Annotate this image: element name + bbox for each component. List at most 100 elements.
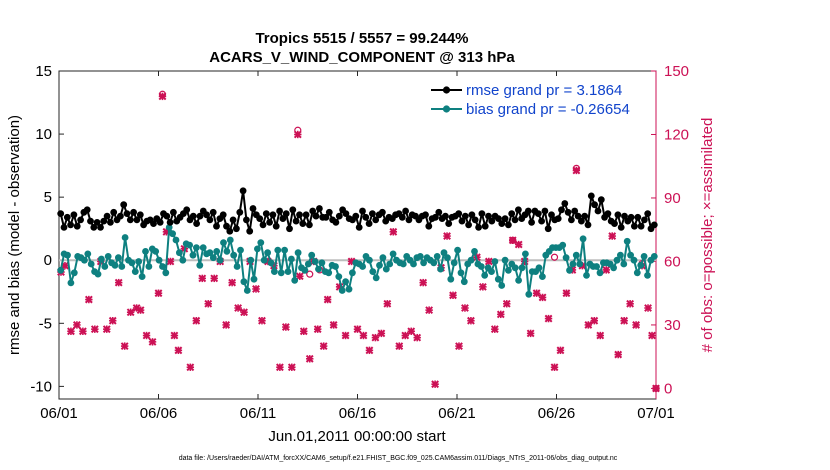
rmse-point [505,221,512,229]
rmse-point [117,212,124,220]
bias-point [115,254,122,262]
rmse-point [515,206,522,214]
bias-point [572,251,580,259]
rmse-point [266,219,273,226]
bias-point [644,272,651,279]
bias-point [430,259,438,267]
obs-assimilated-marker [305,354,314,363]
bias-point [216,256,224,264]
bias-point [294,249,302,257]
bias-point [104,253,112,260]
rmse-point [100,217,108,225]
bias-point [637,261,645,269]
bias-point [199,244,207,252]
axis-ticks [58,70,657,399]
rmse-point [209,208,217,216]
bias-point [172,236,180,244]
obs-assimilated-marker [608,232,617,240]
obs-assimilated-marker [644,304,652,312]
obs-assimilated-marker [365,346,374,355]
bias-point [440,249,448,257]
obs-assimilated-marker [449,291,457,300]
rmse-point [123,210,131,218]
rmse-point [306,221,313,229]
bias-point [416,253,424,260]
bias-point [515,277,522,284]
obs-assimilated-marker [467,316,475,325]
bias-point [84,250,92,258]
chart-subtitle: ACARS_V_WIND_COMPONENT @ 313 hPa [209,49,515,66]
obs-assimilated-marker [136,306,145,315]
right-y-tick-label: 120 [664,126,689,143]
obs-assimilated-marker [620,316,629,325]
legend-rmse-label: rmse grand pr = 3.1864 [466,82,622,99]
bias-point [447,275,455,283]
obs-assimilated-marker [148,337,157,346]
rmse-point [611,220,618,228]
rmse-point [292,217,300,225]
rmse-point [90,224,98,231]
x-tick-label: 06/01 [40,405,78,422]
obs-assimilated-marker [389,227,398,236]
bias-point [593,263,600,270]
bias-point [633,269,641,277]
obs-assimilated-marker [186,363,195,372]
rmse-point [302,211,310,219]
rmse-point [644,210,652,218]
rmse-point [279,215,287,223]
obs-assimilated-marker [443,232,451,240]
rmse-point [398,213,406,221]
right-y-tick-label: 0 [664,380,672,397]
rmse-point [511,216,519,224]
bias-point [142,248,149,255]
right-y-axis-label: # of obs: o=possible; ×=assimilated [699,118,716,353]
bias-point [311,258,319,265]
bias-point [57,266,65,274]
obs-assimilated-marker [431,380,440,389]
rmse-point [578,217,585,225]
bias-series [57,224,658,298]
bias-point [304,260,312,268]
bias-point [250,275,258,283]
right-y-tick-label: 60 [664,253,681,270]
obs-assimilated-marker [544,314,553,323]
obs-possible-marker [306,270,314,278]
legend-bias-label: bias grand pr = -0.26654 [466,101,630,118]
rmse-point [508,210,516,218]
bias-point [525,290,533,298]
obs-assimilated-marker [359,331,368,340]
bias-point [505,266,512,274]
rmse-point [87,217,94,225]
obs-assimilated-marker [596,331,605,340]
rmse-point [362,213,370,221]
obs-assimilated-marker [114,278,123,287]
obs-assimilated-marker [67,327,75,336]
data-file-footnote: data file: /Users/raeder/DAI/ATM_forcXX/… [179,455,618,462]
x-tick-label: 06/16 [339,405,377,422]
rmse-point [561,200,569,207]
rmse-point [587,192,595,200]
rmse-point [183,206,191,214]
rmse-point [299,220,307,228]
rmse-point [133,216,141,224]
obs-possible-marker [572,164,581,172]
bias-point [566,266,573,274]
rmse-point [93,219,101,226]
rmse-point [442,212,449,220]
rmse-point [156,219,164,226]
bias-point [237,246,244,254]
rmse-point [581,212,589,220]
bias-point [623,237,631,245]
bias-point [267,259,275,267]
rmse-point [568,216,575,224]
bias-point [131,268,139,275]
y-tick-label: 10 [35,126,52,143]
bias-point [433,253,441,260]
obs-assimilated-marker [204,299,213,308]
x-tick-labels: 06/01 06/06 06/11 06/16 06/21 06/26 07/0… [40,405,675,422]
rmse-point [276,207,283,215]
obs-assimilated-marker [514,240,523,249]
rmse-point [256,215,264,223]
rmse-point [309,207,317,215]
